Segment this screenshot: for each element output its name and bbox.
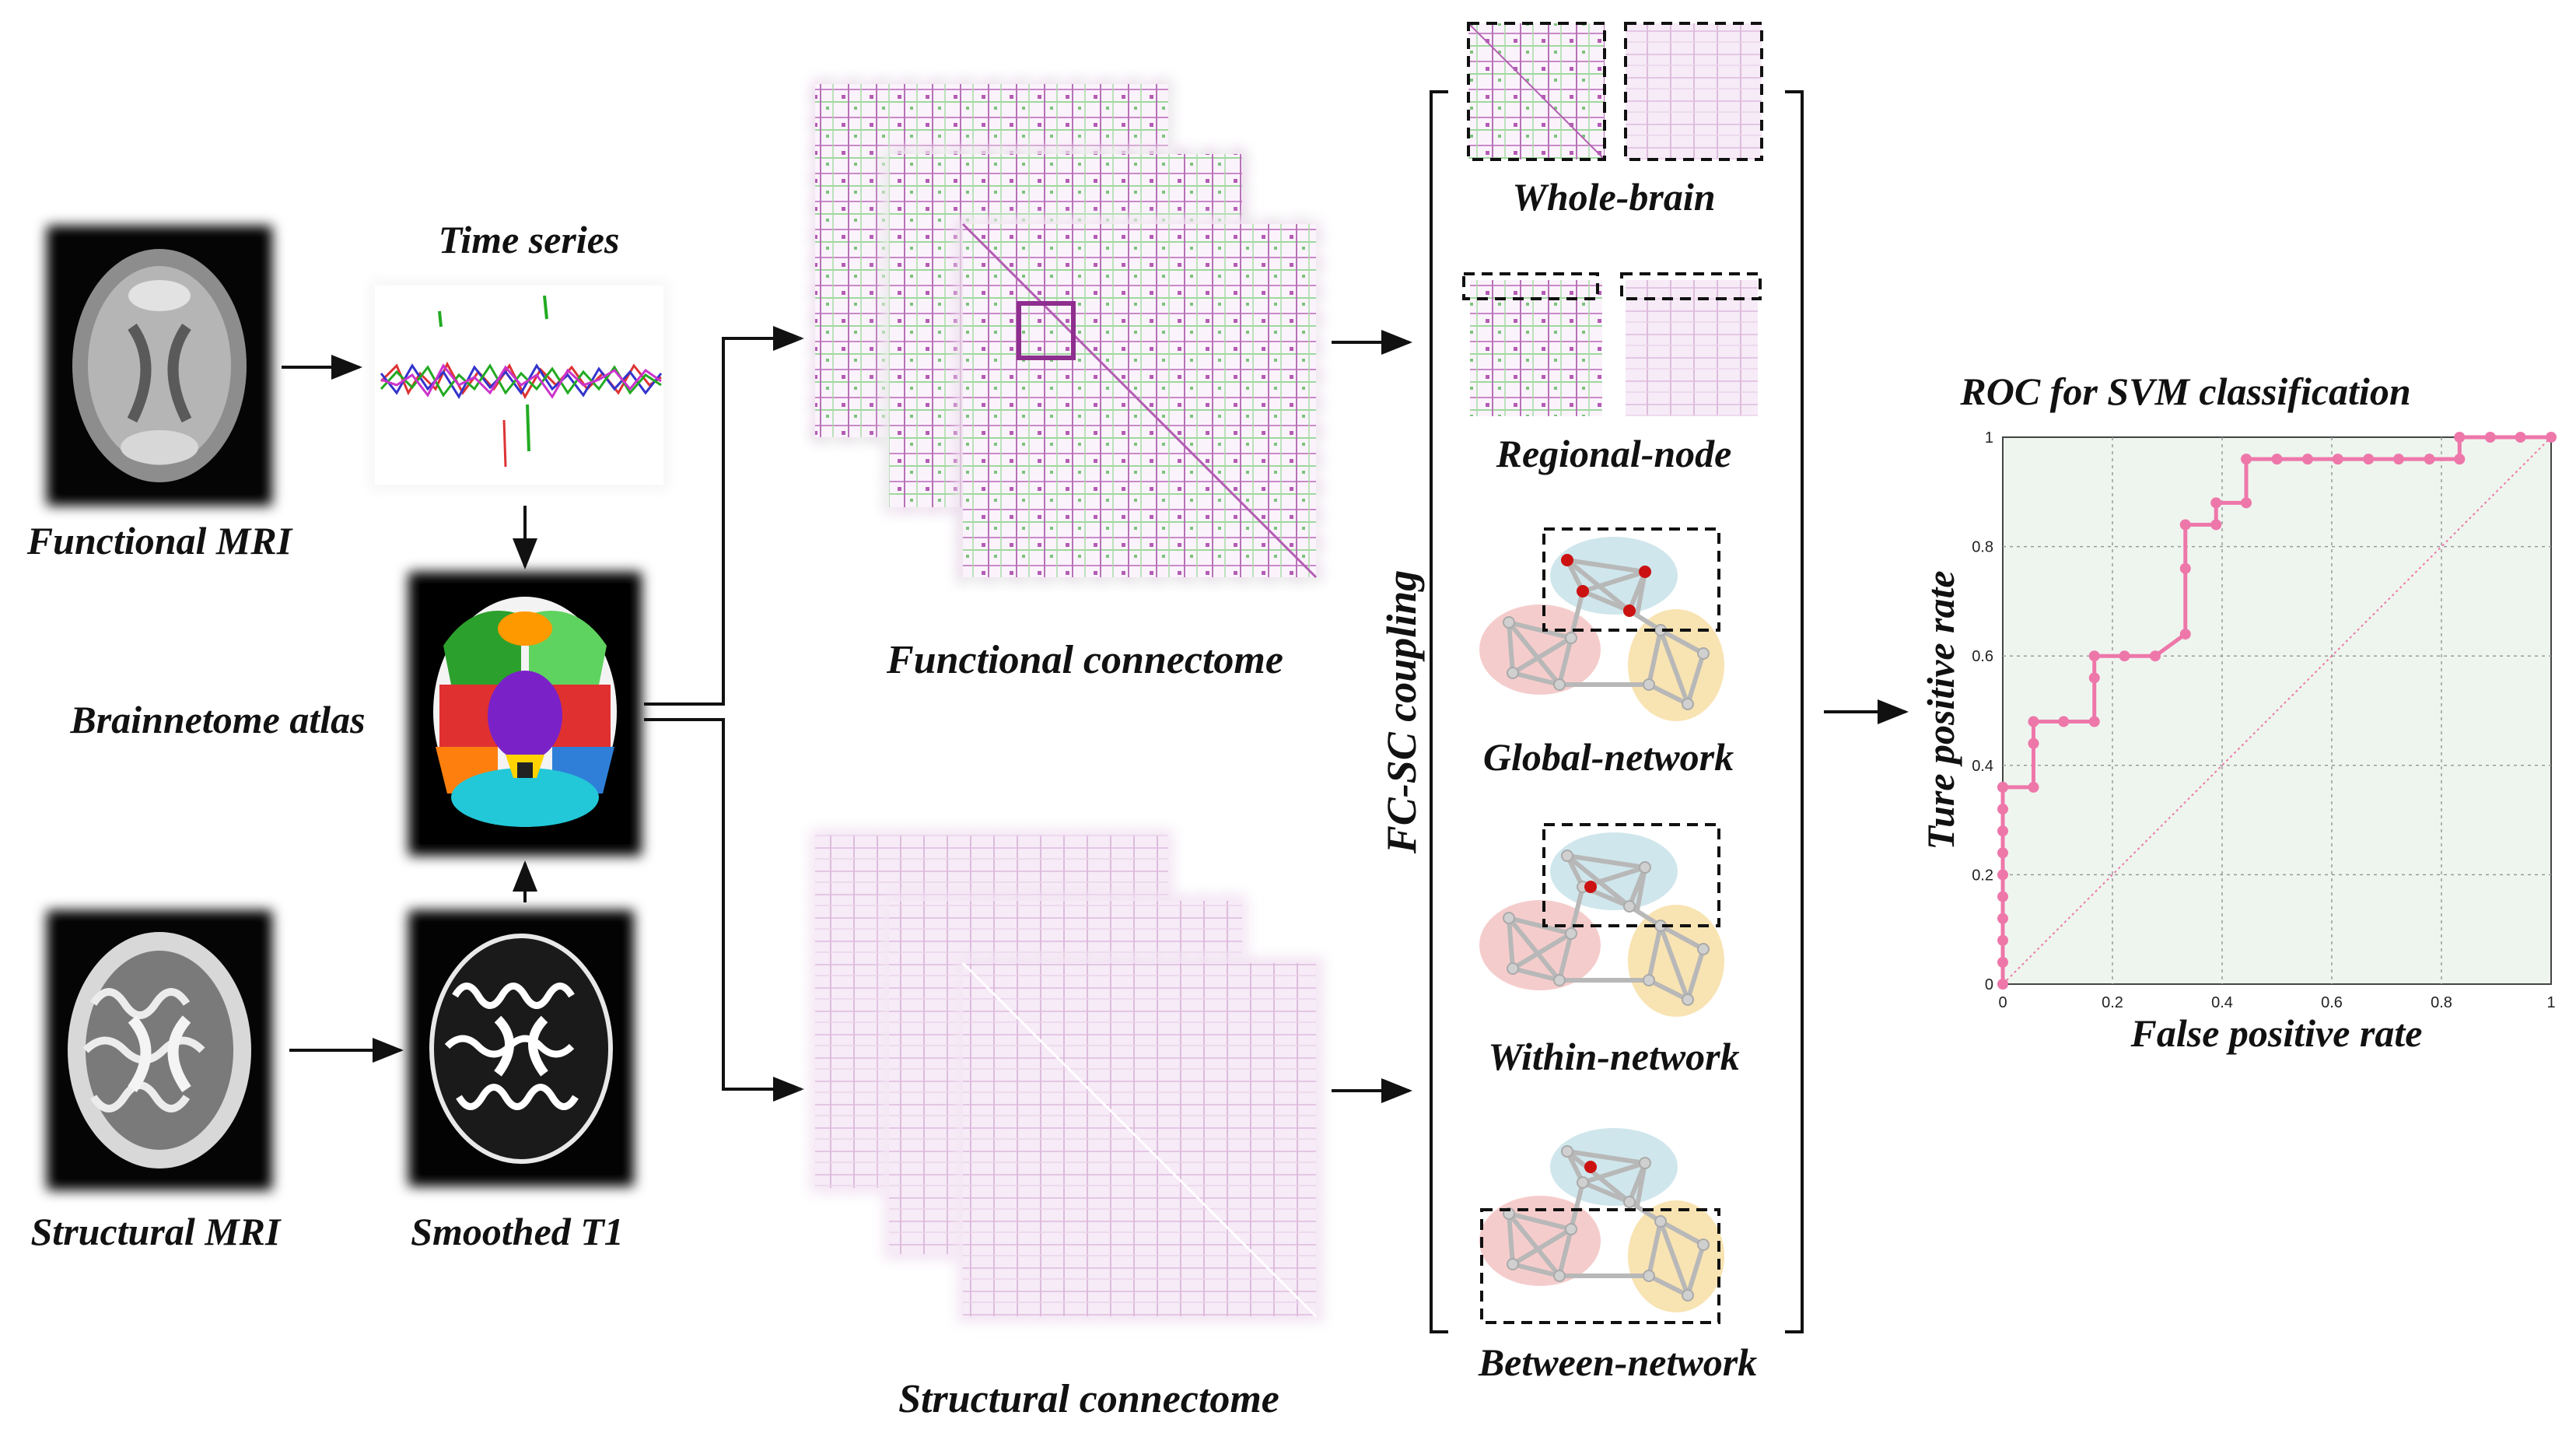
global-network-graph (1479, 527, 1724, 721)
global-network-label: Global-network (1483, 735, 1734, 779)
roc-point (2241, 497, 2252, 509)
roc-point (2179, 562, 2191, 574)
x-tick-label: 0 (1998, 994, 2007, 1011)
x-tick-label: 0.2 (2102, 994, 2123, 1011)
roc-point (2058, 716, 2070, 727)
roc-point (2179, 519, 2191, 531)
y-tick-label: 0.6 (1972, 648, 1993, 665)
time-series-plot (369, 280, 669, 490)
roc-point (2454, 432, 2466, 443)
y-tick-label: 0 (1985, 976, 1993, 993)
roc-point (1997, 913, 2008, 924)
brainnetome-atlas-label: Brainnetome atlas (69, 698, 365, 741)
roc-point (1997, 934, 2008, 946)
functional-connectome-label: Functional connectome (886, 638, 1283, 682)
within-network-label: Within-network (1488, 1035, 1739, 1078)
roc-chart: ROC for SVM classification 0 0.2 0.4 0.6 0.8… (1919, 370, 2557, 1055)
roc-point (2119, 650, 2130, 662)
roc-point (2241, 454, 2252, 465)
y-tick-label: 0.4 (1972, 758, 1993, 775)
roc-point (2210, 519, 2222, 531)
smoothed-t1-label: Smoothed T1 (411, 1210, 624, 1253)
x-tick-label: 0.6 (2321, 994, 2343, 1011)
roc-point (2515, 432, 2526, 443)
roc-point (2088, 650, 2100, 662)
y-axis-label: Ture positive rate (1919, 570, 1962, 850)
fc-sc-coupling-label: FC-SC coupling (1378, 570, 1425, 855)
roc-point (2210, 497, 2222, 509)
roc-point (2028, 716, 2039, 727)
roc-point (2301, 454, 2313, 465)
roc-point (2028, 781, 2039, 793)
connectome-to-coupling-arrows (1332, 330, 1412, 1103)
coupling-bracket (1430, 90, 1804, 1333)
structural-mri-image (47, 910, 272, 1190)
regional-node-matrices (1462, 272, 1762, 416)
roc-point (2363, 454, 2375, 465)
pipeline-arrows-left (282, 326, 804, 1102)
structural-mri-label: Structural MRI (31, 1210, 282, 1253)
roc-point (2271, 454, 2283, 465)
roc-point (2179, 629, 2191, 640)
roc-point (2088, 672, 2100, 684)
between-network-graph (1479, 1128, 1724, 1324)
x-tick-label: 0.8 (2431, 994, 2452, 1011)
roc-point (2454, 454, 2466, 465)
chance-diagonal (2002, 436, 2552, 985)
y-tick-label: 0.2 (1972, 867, 1993, 884)
regional-node-label: Regional-node (1496, 432, 1732, 475)
y-tick-label: 1 (1985, 429, 1993, 447)
roc-point (1997, 825, 2008, 837)
x-tick-label: 0.4 (2211, 994, 2233, 1011)
roc-point (2393, 454, 2405, 465)
roc-point (1997, 847, 2008, 859)
chart-title: ROC for SVM classification (1959, 370, 2410, 413)
functional-mri-label: Functional MRI (26, 519, 293, 562)
x-tick-label: 1 (2546, 994, 2555, 1011)
structural-connectome-label: Structural connectome (898, 1377, 1279, 1421)
functional-connectome-stack (809, 78, 1322, 583)
roc-point (2149, 650, 2161, 662)
roc-point (1997, 869, 2008, 881)
roc-point (1997, 956, 2008, 968)
roc-point (2546, 432, 2557, 443)
roc-point (2088, 716, 2100, 727)
within-network-graph (1479, 823, 1724, 1017)
roc-point (1997, 781, 2008, 793)
roc-points (1997, 432, 2557, 990)
x-axis-label: False positive rate (2130, 1011, 2423, 1055)
axis-ticks: 0 0.2 0.4 0.6 0.8 1 0 0.2 0.4 0.6 0.8 1 (1972, 429, 2555, 1011)
time-series-label: Time series (439, 218, 620, 261)
roc-point (1997, 979, 2008, 990)
roc-point (1997, 891, 2008, 902)
whole-brain-label: Whole-brain (1512, 175, 1715, 219)
functional-mri-image (47, 226, 272, 506)
between-network-label: Between-network (1478, 1340, 1757, 1384)
roc-point (2484, 432, 2496, 443)
roc-point (1997, 804, 2008, 815)
roc-point (2028, 738, 2039, 749)
roc-point (2424, 454, 2435, 465)
y-tick-label: 0.8 (1972, 539, 1993, 556)
roc-point (2332, 454, 2343, 465)
smoothed-t1-image (408, 910, 634, 1186)
structural-connectome-stack (809, 829, 1322, 1323)
brainnetome-atlas-image (408, 572, 642, 856)
whole-brain-matrices (1467, 22, 1763, 161)
